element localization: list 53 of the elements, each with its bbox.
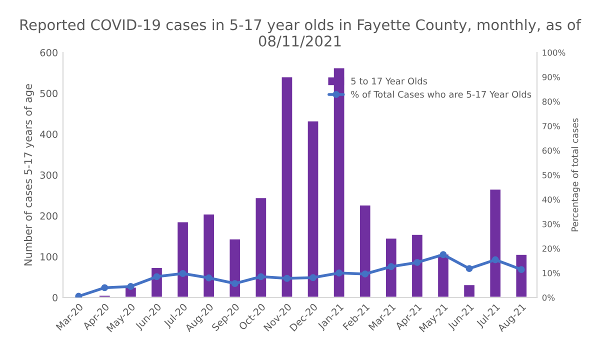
y-tick-label: 600 <box>40 48 58 56</box>
bar <box>202 213 216 298</box>
y-tick-label: 0 <box>52 294 58 302</box>
point <box>284 274 290 282</box>
bar <box>462 284 476 298</box>
point <box>179 270 186 277</box>
point <box>310 274 316 282</box>
point <box>336 270 343 276</box>
bar <box>358 204 372 298</box>
point <box>231 280 238 288</box>
point <box>127 283 134 290</box>
legend-label: % of Total Cases who are 5-17 Year Olds <box>351 90 532 98</box>
bar <box>436 253 450 298</box>
bar <box>488 188 502 298</box>
point <box>101 284 108 292</box>
y2-tick-label: 10% <box>542 270 560 276</box>
y-tick-label: 200 <box>40 212 58 220</box>
y-tick-label: 100 <box>40 253 58 260</box>
point <box>362 270 369 278</box>
point <box>414 258 421 266</box>
y2-tick-label: 30% <box>542 220 560 228</box>
bar <box>254 196 268 298</box>
bar <box>280 76 294 298</box>
bar <box>384 237 398 298</box>
y2-tick-label: 60% <box>542 147 560 154</box>
y2-tick-label: 0% <box>542 294 555 301</box>
chart-title: Reported COVID-19 cases in 5-17 year olds in Fayette County, monthly, as of 08/11/2021 <box>20 18 582 48</box>
bar <box>176 220 190 298</box>
y2-tick-label: 80% <box>542 98 560 105</box>
point <box>466 265 473 272</box>
y2-tick-label: 90% <box>542 74 560 80</box>
y2-tick-label: 50% <box>542 172 560 178</box>
y-tick-label: 300 <box>40 171 58 179</box>
y2-axis-title: Percentage of total cases <box>571 118 580 232</box>
bar <box>306 120 320 298</box>
y2-tick-label: 20% <box>542 245 560 252</box>
point <box>518 266 525 274</box>
y2-tick-label: 40% <box>542 196 560 203</box>
y-tick-label: 500 <box>40 90 58 98</box>
y2-tick-label: 100% <box>542 49 566 56</box>
point <box>153 273 160 280</box>
bar <box>514 254 528 298</box>
y2-tick-label: 70% <box>542 122 560 130</box>
y-axis-title: Number of cases 5-17 years of age <box>24 84 34 266</box>
legend-label: 5 to 17 Year Olds <box>351 78 428 85</box>
point <box>205 274 212 282</box>
point <box>440 251 447 258</box>
bar <box>228 238 242 298</box>
point <box>492 256 499 264</box>
point <box>257 273 264 280</box>
point <box>388 263 395 270</box>
bar <box>410 234 424 298</box>
y-tick-label: 400 <box>40 130 58 138</box>
